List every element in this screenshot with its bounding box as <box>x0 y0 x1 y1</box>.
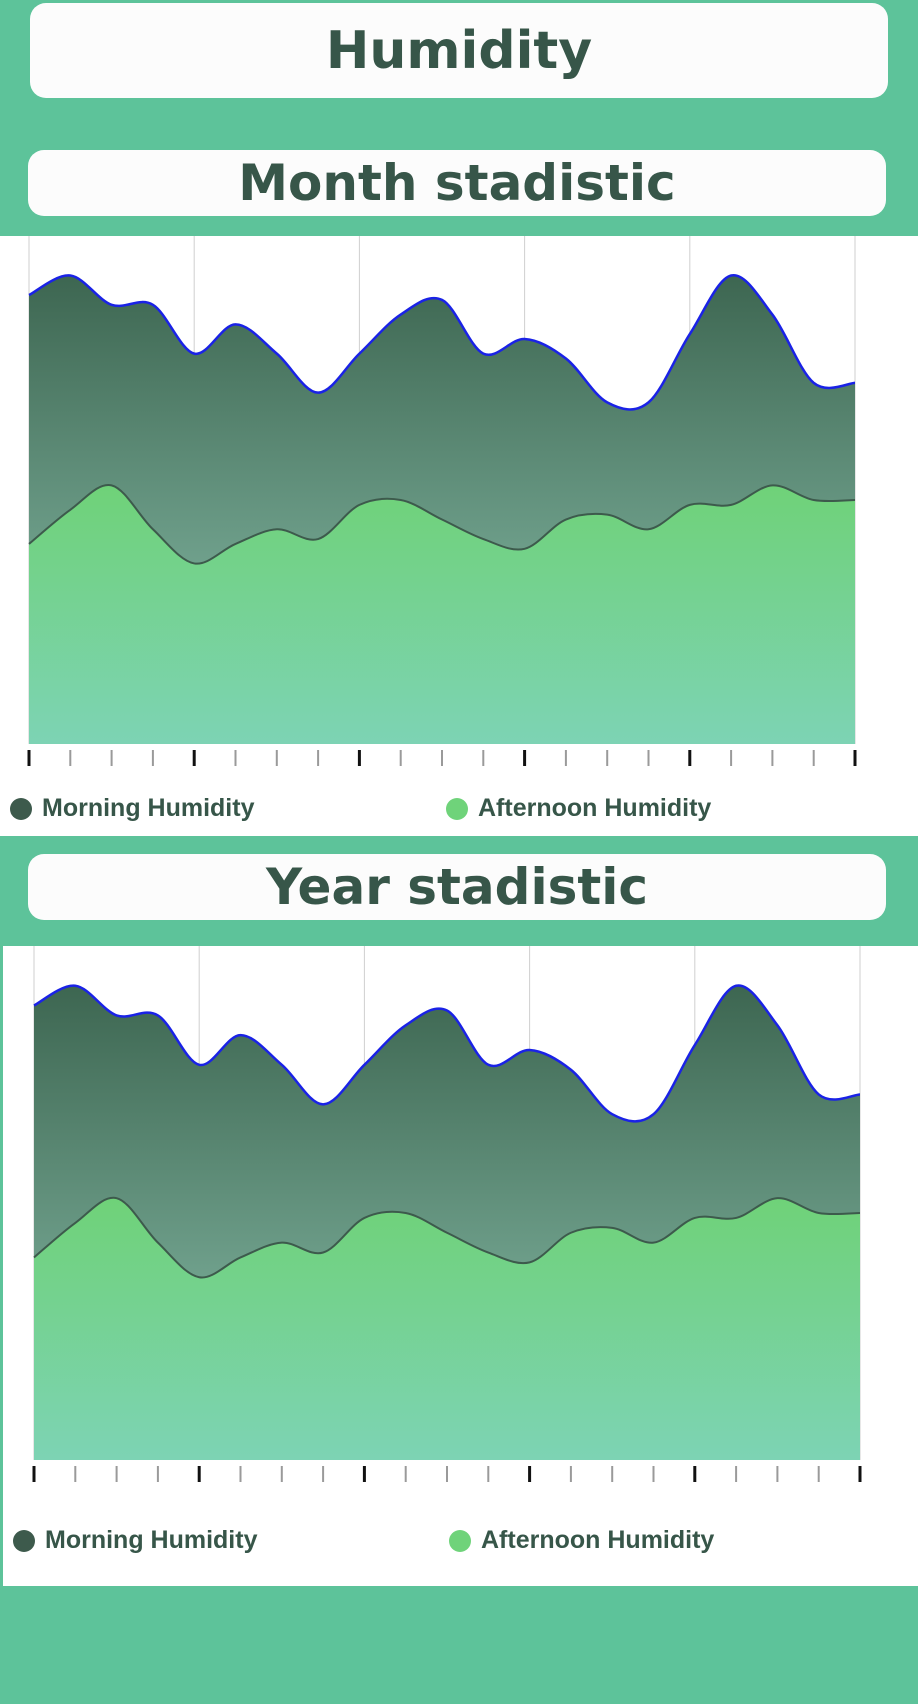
legend-item-morning: Morning Humidity <box>13 1526 257 1555</box>
legend-item-afternoon: Afternoon Humidity <box>446 794 711 823</box>
month-section-title: Month stadistic <box>238 154 676 212</box>
afternoon-legend-dot-icon <box>446 797 468 820</box>
year-chart <box>32 946 862 1482</box>
page-title: Humidity <box>325 20 593 81</box>
morning-series-line <box>33 984 861 1123</box>
year-section-title: Year stadistic <box>265 858 649 916</box>
month-section-title-card: Month stadistic <box>28 150 886 216</box>
year-section-title-card: Year stadistic <box>28 854 886 920</box>
month-legend: Morning Humidity Afternoon Humidity <box>0 794 918 824</box>
header-title-card: Humidity <box>30 3 888 98</box>
afternoon-series-area <box>34 1197 860 1460</box>
year-legend: Morning Humidity Afternoon Humidity <box>3 1526 918 1556</box>
legend-item-afternoon: Afternoon Humidity <box>449 1526 714 1555</box>
afternoon-legend-dot-icon <box>449 1529 471 1552</box>
afternoon-series-line <box>33 1196 861 1279</box>
year-chart-panel: Morning Humidity Afternoon Humidity <box>3 946 918 1586</box>
legend-label-afternoon: Afternoon Humidity <box>478 794 712 822</box>
afternoon-series-line <box>28 484 856 565</box>
morning-legend-dot-icon <box>13 1529 35 1552</box>
morning-series-line <box>28 274 856 411</box>
month-chart <box>27 236 857 766</box>
morning-legend-dot-icon <box>10 797 32 820</box>
legend-label-morning: Morning Humidity <box>42 794 255 822</box>
legend-label-morning: Morning Humidity <box>45 1526 258 1554</box>
legend-label-afternoon: Afternoon Humidity <box>481 1526 715 1554</box>
legend-item-morning: Morning Humidity <box>10 794 254 823</box>
month-chart-panel: Morning Humidity Afternoon Humidity <box>0 236 918 836</box>
afternoon-series-area <box>29 484 855 744</box>
